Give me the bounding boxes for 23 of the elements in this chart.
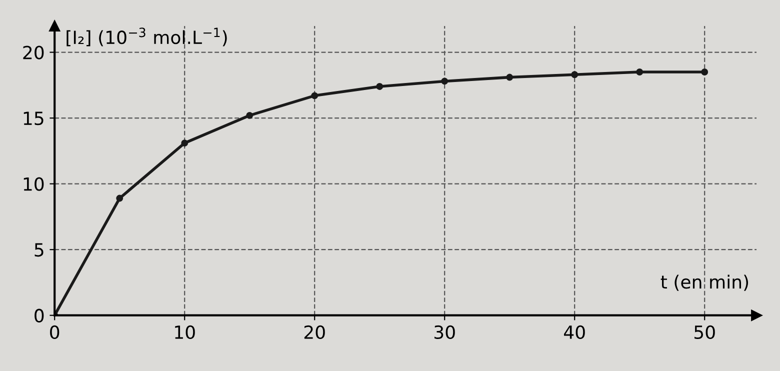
point (441, 78, 448, 85)
point (181, 140, 188, 147)
y-tick-label: 5 (34, 243, 44, 257)
x-tick-label: 30 (434, 325, 455, 340)
x-tick-label: 40 (564, 325, 585, 340)
x-tick-label: 50 (694, 325, 715, 340)
y-tick-label: 20 (23, 46, 44, 60)
y-axis-title: [I₂] (10$^{−3}$ mol.L$^{−1}$) (66, 28, 227, 46)
point (376, 83, 384, 90)
point (506, 74, 514, 81)
x-axis-title: t (en min) (660, 274, 748, 291)
point (701, 68, 708, 76)
x-tick-label: 10 (175, 325, 195, 340)
x-tick-label: 20 (304, 325, 325, 340)
y-tick-label: 0 (34, 308, 44, 322)
y-tick-label: 10 (24, 177, 44, 191)
point (571, 71, 578, 78)
point (311, 92, 318, 100)
x-tick-label: 0 (50, 325, 60, 340)
point (636, 68, 644, 76)
y-tick-label: 15 (24, 112, 44, 126)
point (246, 112, 254, 119)
point (116, 194, 124, 202)
